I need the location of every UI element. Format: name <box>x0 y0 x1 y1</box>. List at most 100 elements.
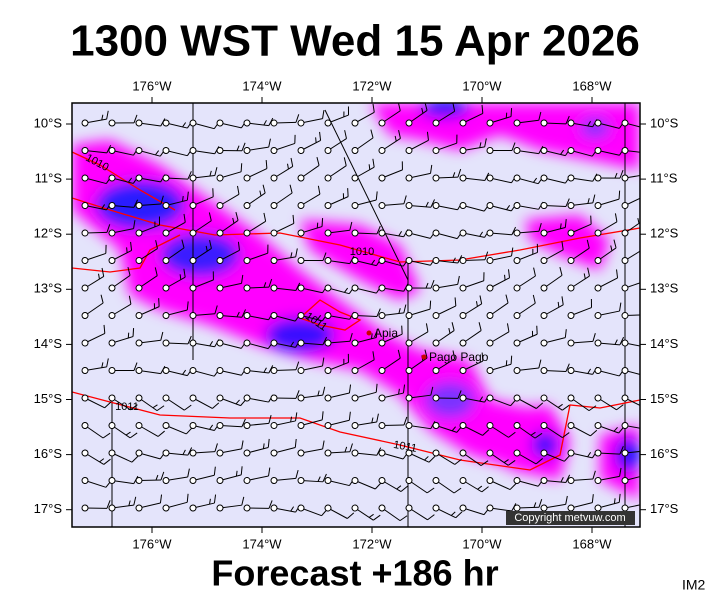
barb-station <box>352 450 359 457</box>
lat-label: 16°S <box>650 446 679 461</box>
barb-station <box>541 367 547 373</box>
barb-station <box>514 120 521 127</box>
lon-label: 170°W <box>462 536 502 551</box>
place-label: Pago Pago <box>429 350 489 364</box>
barb-station <box>190 340 197 347</box>
lat-label: 12°S <box>34 226 63 241</box>
barb-station <box>298 340 304 346</box>
barb-flag <box>647 422 651 430</box>
lat-label: 15°S <box>34 391 63 406</box>
barb-station <box>82 505 88 511</box>
barb-station <box>82 367 89 374</box>
barb-station <box>109 202 115 208</box>
barb-station <box>190 450 196 456</box>
isobar-label: 1011 <box>115 401 139 413</box>
forecast-label: Forecast +186 hr <box>211 553 498 594</box>
barb-station <box>514 505 520 511</box>
barb-station <box>325 450 331 456</box>
barb-station <box>271 395 277 401</box>
barb-station <box>352 230 358 236</box>
barb-station <box>541 505 548 512</box>
barb-station <box>217 312 223 318</box>
lon-label: 172°W <box>352 536 392 551</box>
barb-station <box>595 175 601 181</box>
barb-station <box>109 505 116 512</box>
barb-flag <box>645 495 650 503</box>
barb-station <box>406 285 412 291</box>
lat-label: 10°S <box>650 115 679 130</box>
barb-station <box>406 202 412 208</box>
barb-station <box>433 395 439 401</box>
barb-station <box>568 202 575 209</box>
barb-station <box>514 230 520 236</box>
barb-station <box>432 202 439 209</box>
barb-station <box>514 202 521 209</box>
place-marker <box>422 355 427 360</box>
barb-station <box>406 422 413 429</box>
barb-station <box>568 120 575 127</box>
barb-flag <box>641 187 647 196</box>
lon-label: 168°W <box>572 78 612 93</box>
barb-station <box>379 312 386 319</box>
barb-flag <box>644 466 649 474</box>
barb-station <box>163 175 169 181</box>
barb-station <box>270 339 277 346</box>
lat-label: 13°S <box>650 281 679 296</box>
barb-station <box>595 340 601 346</box>
barb-station <box>379 202 385 208</box>
barb-station <box>136 367 143 374</box>
barb-station <box>460 147 467 154</box>
barb-station <box>136 202 142 208</box>
place-label: Apia <box>374 326 398 340</box>
lon-label: 172°W <box>352 78 392 93</box>
lon-label: 176°W <box>132 78 172 93</box>
barb-station <box>244 147 251 154</box>
barb-station <box>622 450 629 457</box>
barb-flag <box>647 307 650 315</box>
barb-station <box>487 147 493 153</box>
barb-station <box>271 367 277 373</box>
barb-station <box>541 477 548 484</box>
barb-station <box>82 120 89 127</box>
barb-station <box>568 340 574 346</box>
isobar-label: 1010 <box>350 246 374 258</box>
lon-label: 168°W <box>572 536 612 551</box>
barb-station <box>217 422 223 428</box>
barb-station <box>568 477 574 483</box>
barb-flag <box>643 272 648 281</box>
barb-flag <box>640 401 644 406</box>
lon-label: 174°W <box>242 536 282 551</box>
barb-station <box>244 367 251 374</box>
barb-station <box>514 147 521 154</box>
barb-station <box>325 257 332 264</box>
barb-station <box>217 505 224 512</box>
barb-station <box>136 175 143 182</box>
map-title: 1300 WST Wed 15 Apr 2026 <box>70 17 640 66</box>
barb-station <box>433 257 440 264</box>
barb-station <box>163 477 170 484</box>
barb-station <box>298 477 304 483</box>
barb-flag <box>642 147 645 152</box>
lat-label: 17°S <box>650 501 679 516</box>
lon-label: 176°W <box>132 536 172 551</box>
barb-station <box>190 147 197 154</box>
barb-station <box>595 450 601 456</box>
barb-station <box>136 340 143 347</box>
barb-station <box>190 175 197 182</box>
barb-station <box>244 120 251 127</box>
barb-station <box>298 395 305 402</box>
lon-label: 174°W <box>242 78 282 93</box>
barb-station <box>622 422 629 429</box>
copyright: Copyright metvuw.com <box>514 512 625 524</box>
lat-label: 16°S <box>34 446 63 461</box>
barb-station <box>244 505 250 511</box>
place-marker <box>367 331 372 336</box>
barb-station <box>622 175 629 182</box>
barb-station <box>459 394 466 401</box>
lat-label: 15°S <box>650 391 679 406</box>
barb-station <box>244 285 250 291</box>
barb-flag <box>647 145 651 153</box>
lat-label: 11°S <box>650 171 678 186</box>
barb-station <box>136 120 143 127</box>
